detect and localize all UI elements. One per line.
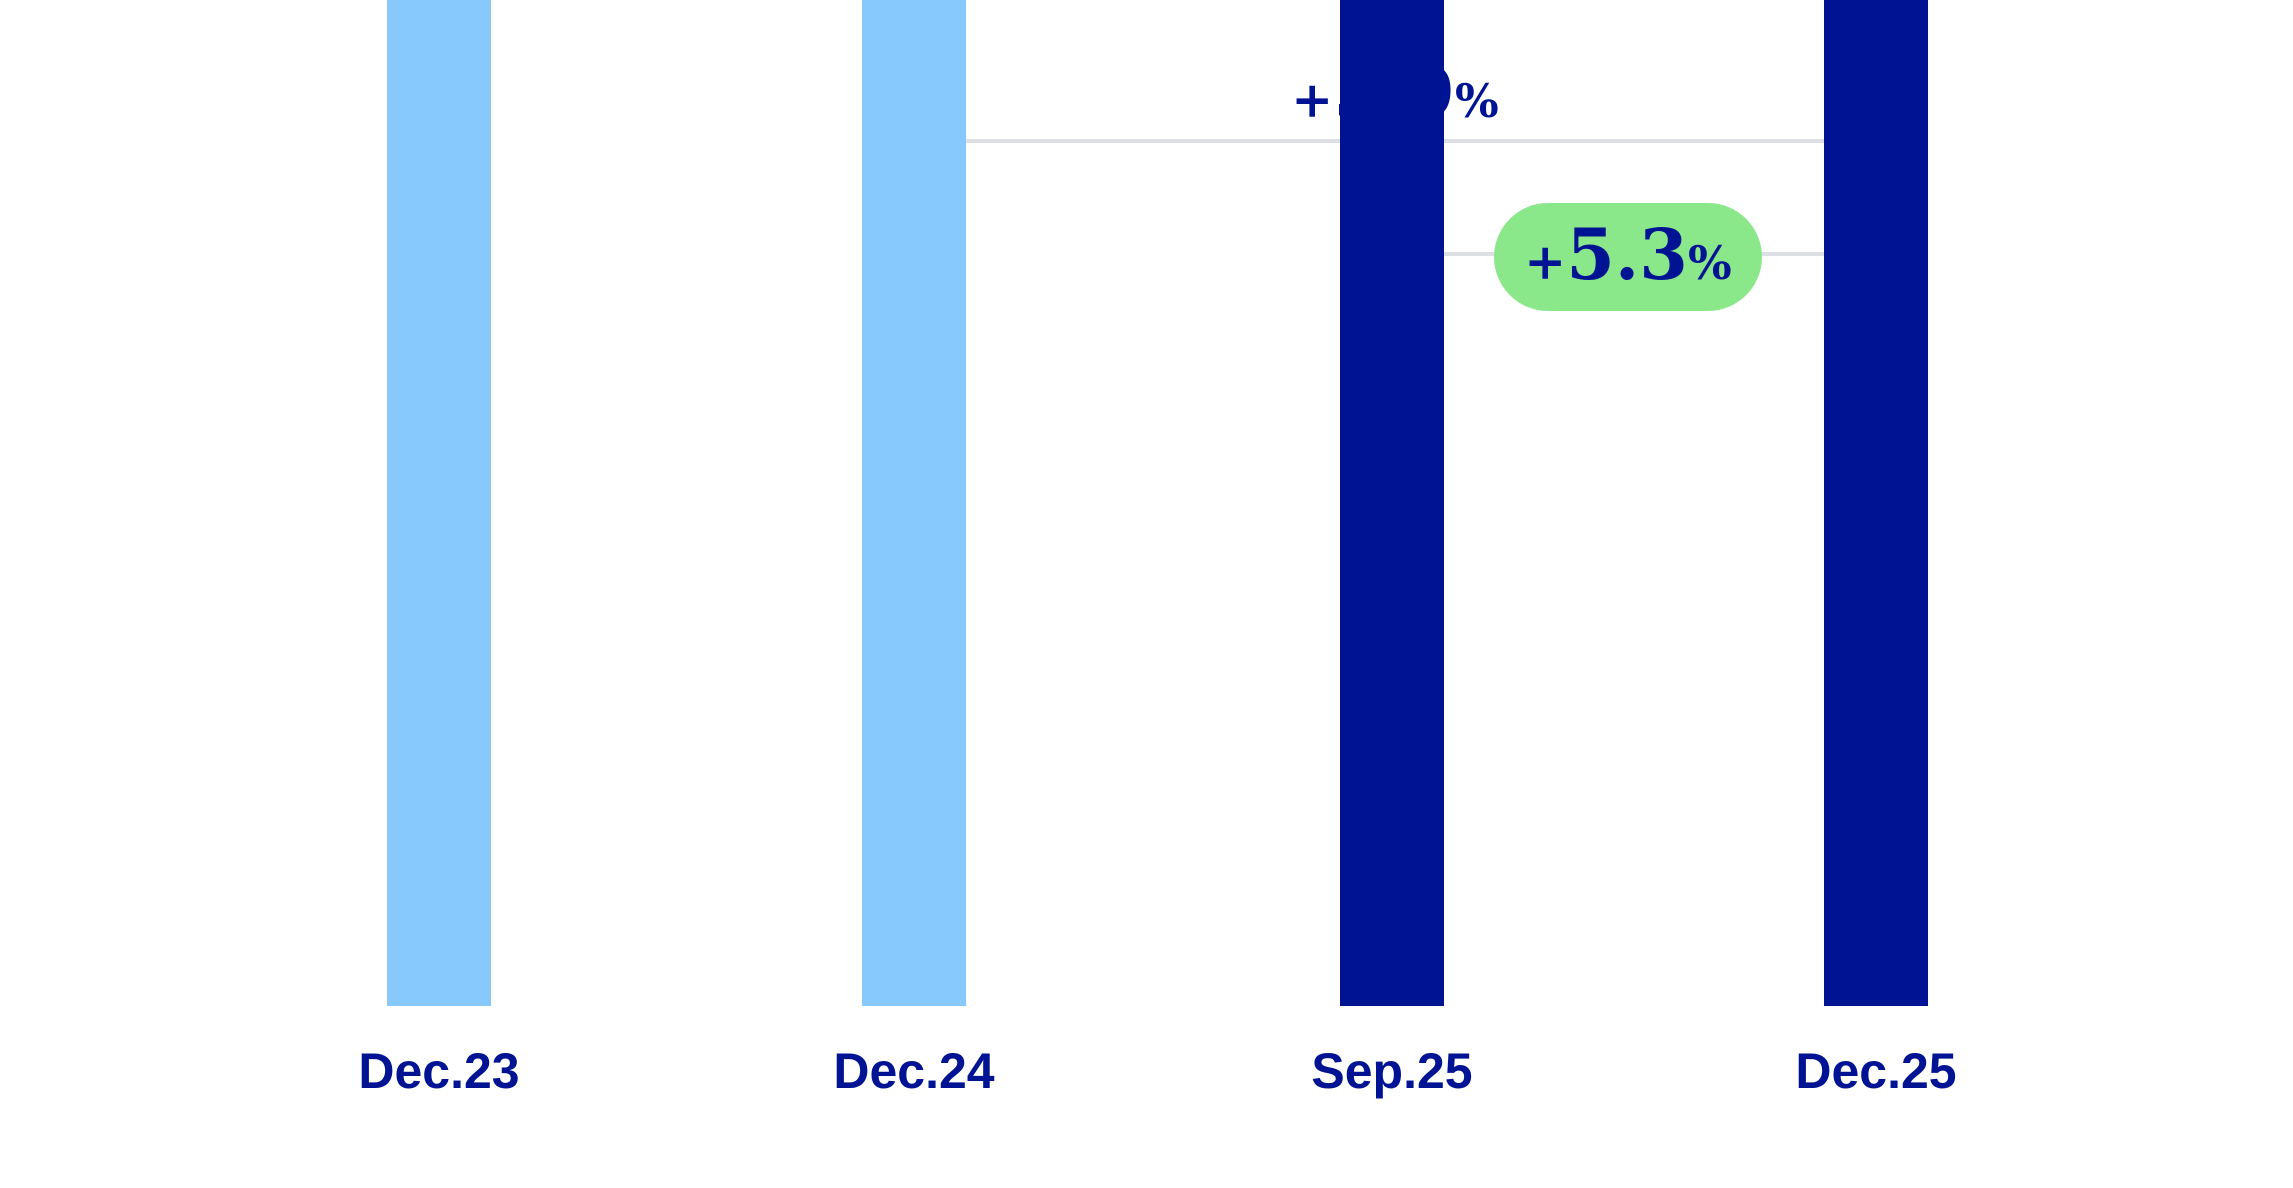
category-label-sep-25: Sep.25 (1311, 1043, 1472, 1099)
category-label-dec-23: Dec.23 (358, 1043, 519, 1099)
bar-sep-25 (1340, 0, 1444, 1006)
growth-label-qoq: +5.3% (1524, 213, 1731, 296)
bar-dec-23 (387, 0, 491, 1006)
growth-label-yoy: +5.9% (1291, 51, 1498, 134)
category-labels: Dec.23 Dec.24 Sep.25 Dec.25 (358, 1043, 1956, 1099)
category-label-dec-24: Dec.24 (833, 1043, 994, 1099)
bar-dec-24 (862, 0, 966, 1006)
category-label-dec-25: Dec.25 (1795, 1043, 1956, 1099)
bar-dec-25 (1824, 0, 1928, 1006)
growth-badge-qoq (1494, 203, 1762, 311)
growth-annotations: +5.9% +5.3% (1291, 51, 1762, 311)
bars (387, 0, 1928, 1006)
